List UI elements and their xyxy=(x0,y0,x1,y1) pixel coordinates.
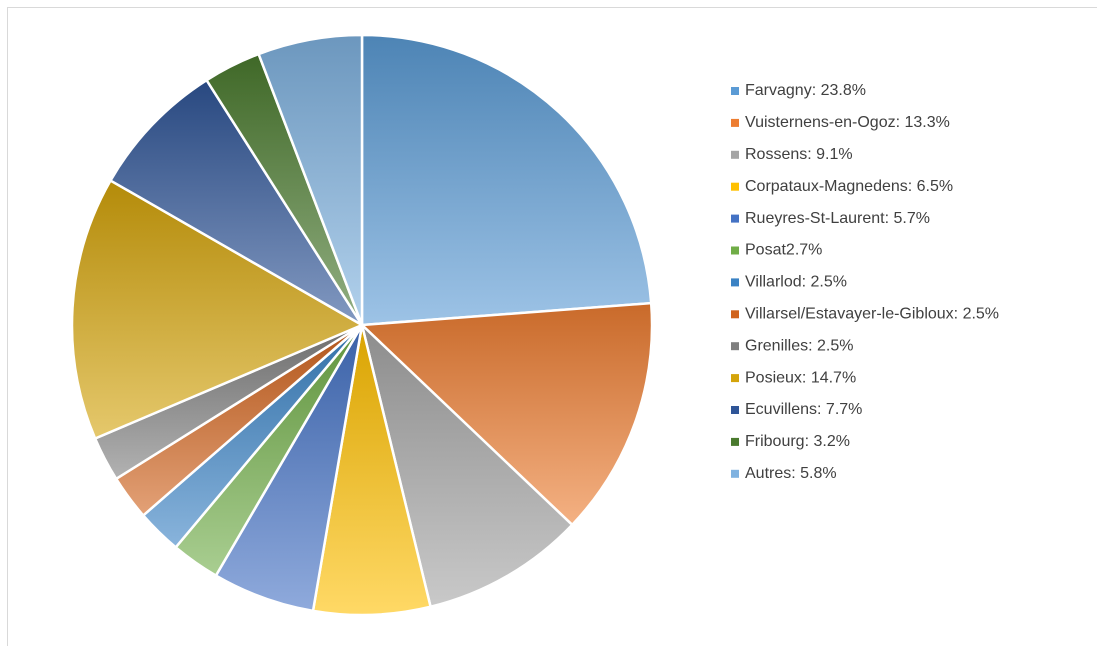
legend-swatch xyxy=(731,183,739,191)
legend-swatch xyxy=(731,247,739,255)
legend-label: Grenilles: 2.5% xyxy=(745,337,854,354)
legend-swatch xyxy=(731,470,739,478)
legend-label: Fribourg: 3.2% xyxy=(745,433,850,450)
legend-label: Rossens: 9.1% xyxy=(745,146,853,163)
legend-label: Corpataux-Magnedens: 6.5% xyxy=(745,178,953,195)
legend-label: Rueyres-St-Laurent: 5.7% xyxy=(745,210,930,227)
legend-swatch xyxy=(731,310,739,318)
legend-label: Vuisternens-en-Ogoz: 13.3% xyxy=(745,114,950,131)
legend-swatch xyxy=(731,87,739,95)
legend-label: Posieux: 14.7% xyxy=(745,369,856,386)
pie-slice xyxy=(362,35,651,325)
legend-label: Ecuvillens: 7.7% xyxy=(745,401,862,418)
legend-label: Posat2.7% xyxy=(745,242,822,259)
legend-swatch xyxy=(731,151,739,159)
legend-swatch xyxy=(731,374,739,382)
legend-swatch xyxy=(731,119,739,127)
legend-label: Autres: 5.8% xyxy=(745,465,837,482)
legend-swatch xyxy=(731,215,739,223)
legend-label: Farvagny: 23.8% xyxy=(745,82,866,99)
legend-swatch xyxy=(731,438,739,446)
legend-swatch xyxy=(731,342,739,350)
legend-label: Villarsel/Estavayer-le-Gibloux: 2.5% xyxy=(745,306,999,323)
legend-swatch xyxy=(731,278,739,286)
legend-label: Villarlod: 2.5% xyxy=(745,274,847,291)
legend-swatch xyxy=(731,406,739,414)
